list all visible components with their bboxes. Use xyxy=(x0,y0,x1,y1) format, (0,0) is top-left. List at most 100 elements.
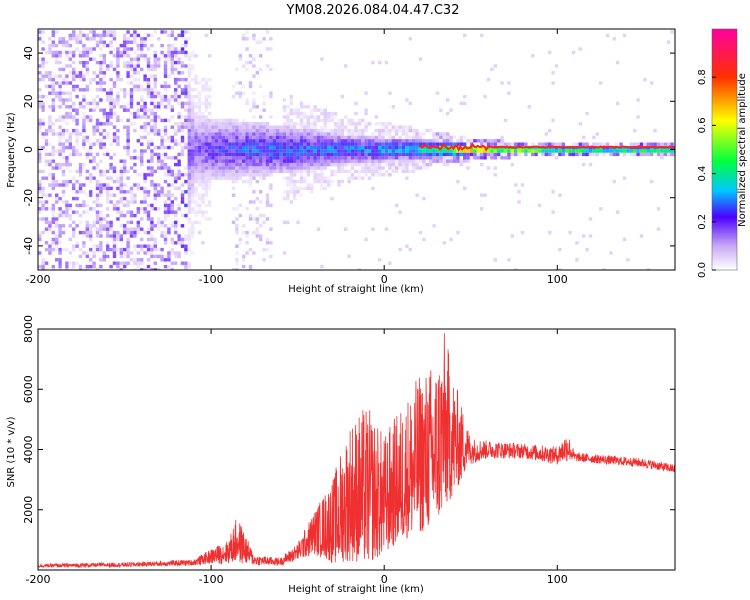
heatmap-cell xyxy=(327,149,331,153)
heatmap-cell xyxy=(68,37,72,41)
heatmap-cell xyxy=(58,227,62,231)
heatmap-cell xyxy=(252,152,256,157)
heatmap-cell xyxy=(211,132,215,136)
heatmap-cell xyxy=(58,125,62,129)
heatmap-cell xyxy=(289,94,293,99)
heatmap-cell xyxy=(174,37,178,41)
heatmap-cell xyxy=(551,210,555,214)
heatmap-cell xyxy=(116,186,120,191)
heatmap-cell xyxy=(136,115,140,119)
heatmap-cell xyxy=(327,139,331,143)
heatmap-cell xyxy=(133,71,137,75)
heatmap-cell xyxy=(99,179,103,184)
heatmap-cell xyxy=(58,145,62,150)
heatmap-cell xyxy=(381,166,385,170)
heatmap-cell xyxy=(109,186,113,191)
heatmap-cell xyxy=(235,149,239,153)
heatmap-cell xyxy=(187,166,191,170)
heatmap-cell xyxy=(65,159,69,163)
heatmap-cell xyxy=(588,217,593,221)
heatmap-cell xyxy=(599,81,603,85)
heatmap-cell xyxy=(354,156,358,160)
heatmap-cell xyxy=(126,135,130,140)
heatmap-cell xyxy=(667,142,671,146)
heatmap-cell xyxy=(446,132,450,136)
heatmap-cell xyxy=(265,217,270,221)
heatmap-cell xyxy=(463,152,467,157)
heatmap-cell xyxy=(119,77,123,82)
heatmap-cell xyxy=(231,166,236,170)
heatmap-cell xyxy=(184,40,188,44)
heatmap-cell xyxy=(554,156,559,160)
heatmap-cell xyxy=(221,139,225,143)
heatmap-cell xyxy=(163,60,168,65)
heatmap-cell xyxy=(670,152,674,157)
heatmap-cell xyxy=(187,118,191,123)
heatmap-cell xyxy=(388,145,392,150)
heatmap-cell xyxy=(82,125,86,129)
heatmap-cell xyxy=(459,135,463,140)
heatmap-cell xyxy=(95,43,100,48)
heatmap-cell xyxy=(106,111,110,116)
heatmap-cell xyxy=(282,105,287,109)
heatmap-cell xyxy=(85,54,89,58)
heatmap-cell xyxy=(398,125,402,129)
heatmap-cell xyxy=(112,139,117,143)
heatmap-cell xyxy=(184,142,188,146)
heatmap-cell xyxy=(238,213,242,218)
heatmap-cell xyxy=(208,132,212,136)
heatmap-cell xyxy=(367,139,372,143)
heatmap-cell xyxy=(126,261,130,265)
heatmap-cell xyxy=(208,125,212,129)
heatmap-cell xyxy=(133,268,137,270)
heatmap-cell xyxy=(333,156,338,160)
heatmap-cell xyxy=(490,149,494,153)
heatmap-cell xyxy=(660,142,664,146)
colorbar-tick-label: 0.8 xyxy=(697,69,708,85)
heatmap-cell xyxy=(228,132,232,136)
heatmap-cell xyxy=(72,37,76,41)
heatmap-cell xyxy=(197,128,202,133)
heatmap-cell xyxy=(72,132,76,136)
heatmap-cell xyxy=(58,94,62,99)
heatmap-cell xyxy=(486,152,491,157)
heatmap-cell xyxy=(95,81,100,85)
heatmap-cell xyxy=(140,125,144,129)
heatmap-cell xyxy=(330,159,334,163)
heatmap-cell xyxy=(51,220,55,225)
heatmap-cell xyxy=(167,98,171,102)
heatmap-cell xyxy=(44,268,49,270)
heatmap-cell xyxy=(310,145,314,150)
heatmap-cell xyxy=(116,261,120,265)
heatmap-cell xyxy=(299,128,304,133)
heatmap-cell xyxy=(323,125,327,129)
heatmap-cell xyxy=(61,247,66,252)
spectrogram-ytick-label: 20 xyxy=(22,94,35,108)
heatmap-cell xyxy=(486,166,491,170)
heatmap-cell xyxy=(299,173,304,177)
heatmap-cell xyxy=(289,118,293,123)
heatmap-cell xyxy=(55,224,59,228)
heatmap-cell xyxy=(347,159,351,163)
heatmap-cell xyxy=(235,128,239,133)
heatmap-cell xyxy=(303,159,307,163)
heatmap-cell xyxy=(126,244,130,248)
heatmap-cell xyxy=(157,217,161,221)
heatmap-cell xyxy=(405,159,409,163)
heatmap-cell xyxy=(170,173,174,177)
heatmap-cell xyxy=(242,173,246,177)
heatmap-cell xyxy=(204,98,208,102)
heatmap-cell xyxy=(187,71,191,75)
heatmap-cell xyxy=(303,139,307,143)
heatmap-cell xyxy=(384,159,389,163)
heatmap-cell xyxy=(303,179,307,184)
heatmap-cell xyxy=(204,190,208,194)
heatmap-cell xyxy=(191,190,195,194)
heatmap-cell xyxy=(68,169,72,174)
heatmap-cell xyxy=(412,152,416,157)
heatmap-cell xyxy=(242,142,246,146)
heatmap-cell xyxy=(646,142,650,146)
heatmap-cell xyxy=(231,84,236,89)
heatmap-cell xyxy=(313,142,317,146)
